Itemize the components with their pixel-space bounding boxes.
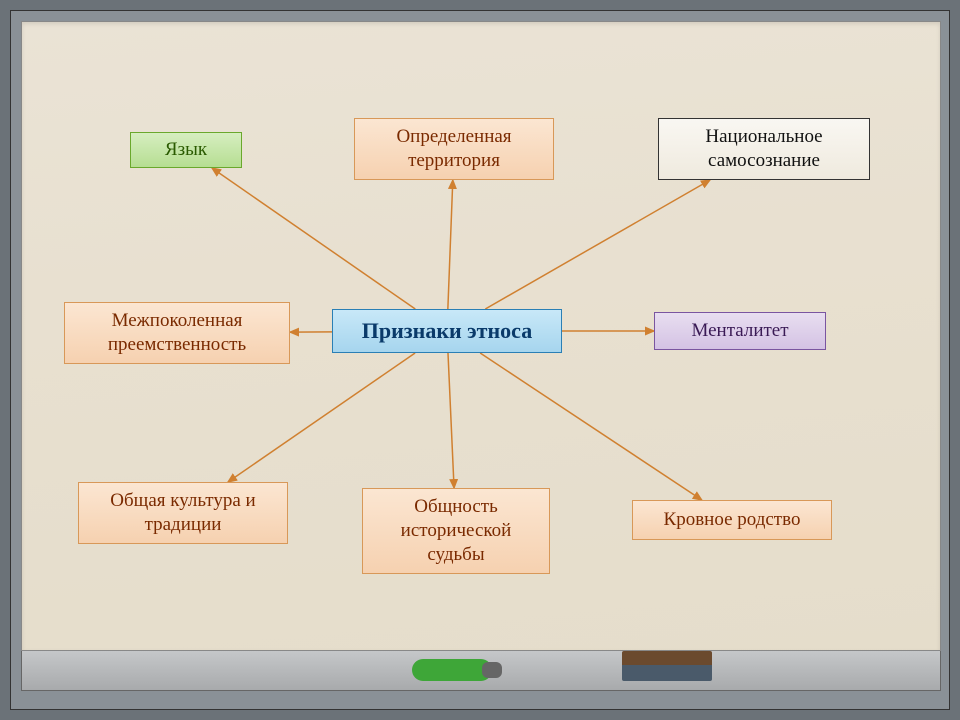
- connector-line: [448, 353, 454, 488]
- connector-line: [212, 168, 415, 309]
- spoke-label: Межпоколенная преемственность: [75, 309, 279, 357]
- spoke-node-7: Межпоколенная преемственность: [64, 302, 290, 364]
- spoke-node-2: Национальное самосознание: [658, 118, 870, 180]
- eraser-icon: [622, 651, 712, 681]
- center-node: Признаки этноса: [332, 309, 562, 353]
- spoke-node-5: Общность исторической судьбы: [362, 488, 550, 574]
- connector-line: [228, 353, 415, 482]
- green-marker-icon: [412, 659, 492, 681]
- connector-line: [480, 353, 702, 500]
- whiteboard-frame: Признаки этноса Язык Определенная территор…: [10, 10, 950, 710]
- spoke-label: Кровное родство: [664, 508, 801, 532]
- spoke-node-4: Кровное родство: [632, 500, 832, 540]
- spoke-label: Определенная территория: [365, 125, 543, 173]
- spoke-node-6: Общая культура и традиции: [78, 482, 288, 544]
- spoke-label: Национальное самосознание: [669, 125, 859, 173]
- spoke-node-3: Менталитет: [654, 312, 826, 350]
- connector-line: [448, 180, 453, 309]
- center-label: Признаки этноса: [362, 317, 532, 345]
- spoke-node-0: Язык: [130, 132, 242, 168]
- whiteboard-surface: Признаки этноса Язык Определенная территор…: [21, 21, 941, 651]
- spoke-label: Общая культура и традиции: [89, 489, 277, 537]
- connector-line: [485, 180, 710, 309]
- spoke-label: Язык: [165, 138, 207, 162]
- spoke-label: Общность исторической судьбы: [373, 495, 539, 566]
- spoke-node-1: Определенная территория: [354, 118, 554, 180]
- marker-tray: [21, 651, 941, 691]
- spoke-label: Менталитет: [691, 319, 788, 343]
